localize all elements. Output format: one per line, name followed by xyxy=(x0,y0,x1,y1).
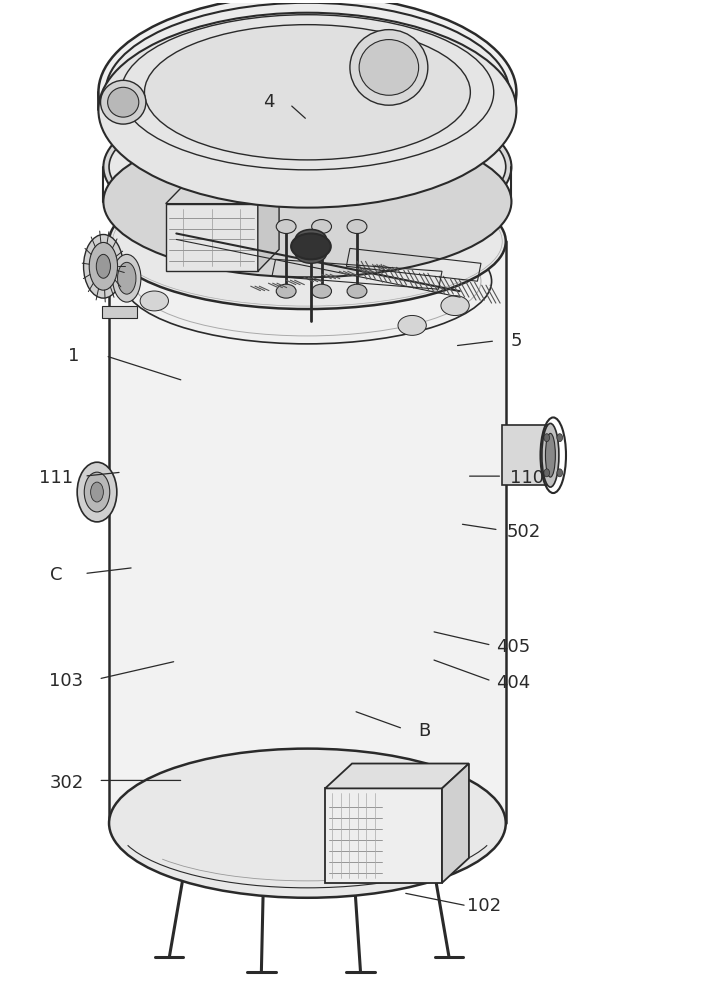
Ellipse shape xyxy=(99,13,516,208)
Text: C: C xyxy=(50,566,62,584)
Text: 404: 404 xyxy=(496,674,530,692)
Ellipse shape xyxy=(350,30,428,105)
Ellipse shape xyxy=(359,40,418,95)
Polygon shape xyxy=(166,204,258,271)
Ellipse shape xyxy=(99,0,516,190)
Text: B: B xyxy=(418,722,431,740)
Ellipse shape xyxy=(77,462,117,522)
Ellipse shape xyxy=(544,434,550,442)
Ellipse shape xyxy=(91,482,104,502)
Text: 405: 405 xyxy=(496,638,530,656)
Text: 102: 102 xyxy=(468,897,501,915)
Ellipse shape xyxy=(140,291,169,311)
Polygon shape xyxy=(258,182,279,271)
Ellipse shape xyxy=(200,224,228,244)
Ellipse shape xyxy=(109,174,506,309)
Text: 1: 1 xyxy=(68,347,79,365)
Polygon shape xyxy=(325,788,442,883)
Ellipse shape xyxy=(542,423,559,487)
Ellipse shape xyxy=(398,315,426,335)
Ellipse shape xyxy=(291,233,331,259)
Ellipse shape xyxy=(336,216,363,235)
Ellipse shape xyxy=(265,214,293,234)
Ellipse shape xyxy=(311,220,331,233)
Ellipse shape xyxy=(296,243,326,263)
Text: 111: 111 xyxy=(39,469,73,487)
Ellipse shape xyxy=(106,3,509,182)
Ellipse shape xyxy=(557,469,563,477)
Text: 502: 502 xyxy=(506,523,540,541)
Text: 5: 5 xyxy=(511,332,522,350)
Ellipse shape xyxy=(152,242,181,262)
Text: 302: 302 xyxy=(49,774,84,792)
Ellipse shape xyxy=(398,227,426,247)
Ellipse shape xyxy=(311,284,331,298)
Text: 110: 110 xyxy=(510,469,544,487)
Ellipse shape xyxy=(104,91,511,242)
Ellipse shape xyxy=(144,25,471,160)
Ellipse shape xyxy=(441,296,469,316)
Polygon shape xyxy=(102,306,137,318)
Ellipse shape xyxy=(545,433,555,477)
Ellipse shape xyxy=(89,242,118,290)
Polygon shape xyxy=(502,425,550,485)
Ellipse shape xyxy=(101,80,146,124)
Polygon shape xyxy=(442,764,469,883)
Ellipse shape xyxy=(441,247,469,267)
Text: 103: 103 xyxy=(49,672,84,690)
Polygon shape xyxy=(109,241,506,823)
Ellipse shape xyxy=(276,284,296,298)
Ellipse shape xyxy=(84,234,124,298)
Ellipse shape xyxy=(347,220,367,233)
Ellipse shape xyxy=(84,472,110,512)
Ellipse shape xyxy=(557,434,563,442)
Ellipse shape xyxy=(276,220,296,233)
Ellipse shape xyxy=(108,87,139,117)
Ellipse shape xyxy=(113,254,141,302)
Polygon shape xyxy=(166,182,279,204)
Polygon shape xyxy=(325,764,469,788)
Ellipse shape xyxy=(544,469,550,477)
Ellipse shape xyxy=(124,219,492,344)
Ellipse shape xyxy=(109,749,506,898)
Ellipse shape xyxy=(118,262,136,294)
Ellipse shape xyxy=(296,230,326,249)
Text: 4: 4 xyxy=(263,93,274,111)
Ellipse shape xyxy=(96,254,111,278)
Ellipse shape xyxy=(104,126,511,277)
Ellipse shape xyxy=(347,284,367,298)
Ellipse shape xyxy=(109,99,506,234)
